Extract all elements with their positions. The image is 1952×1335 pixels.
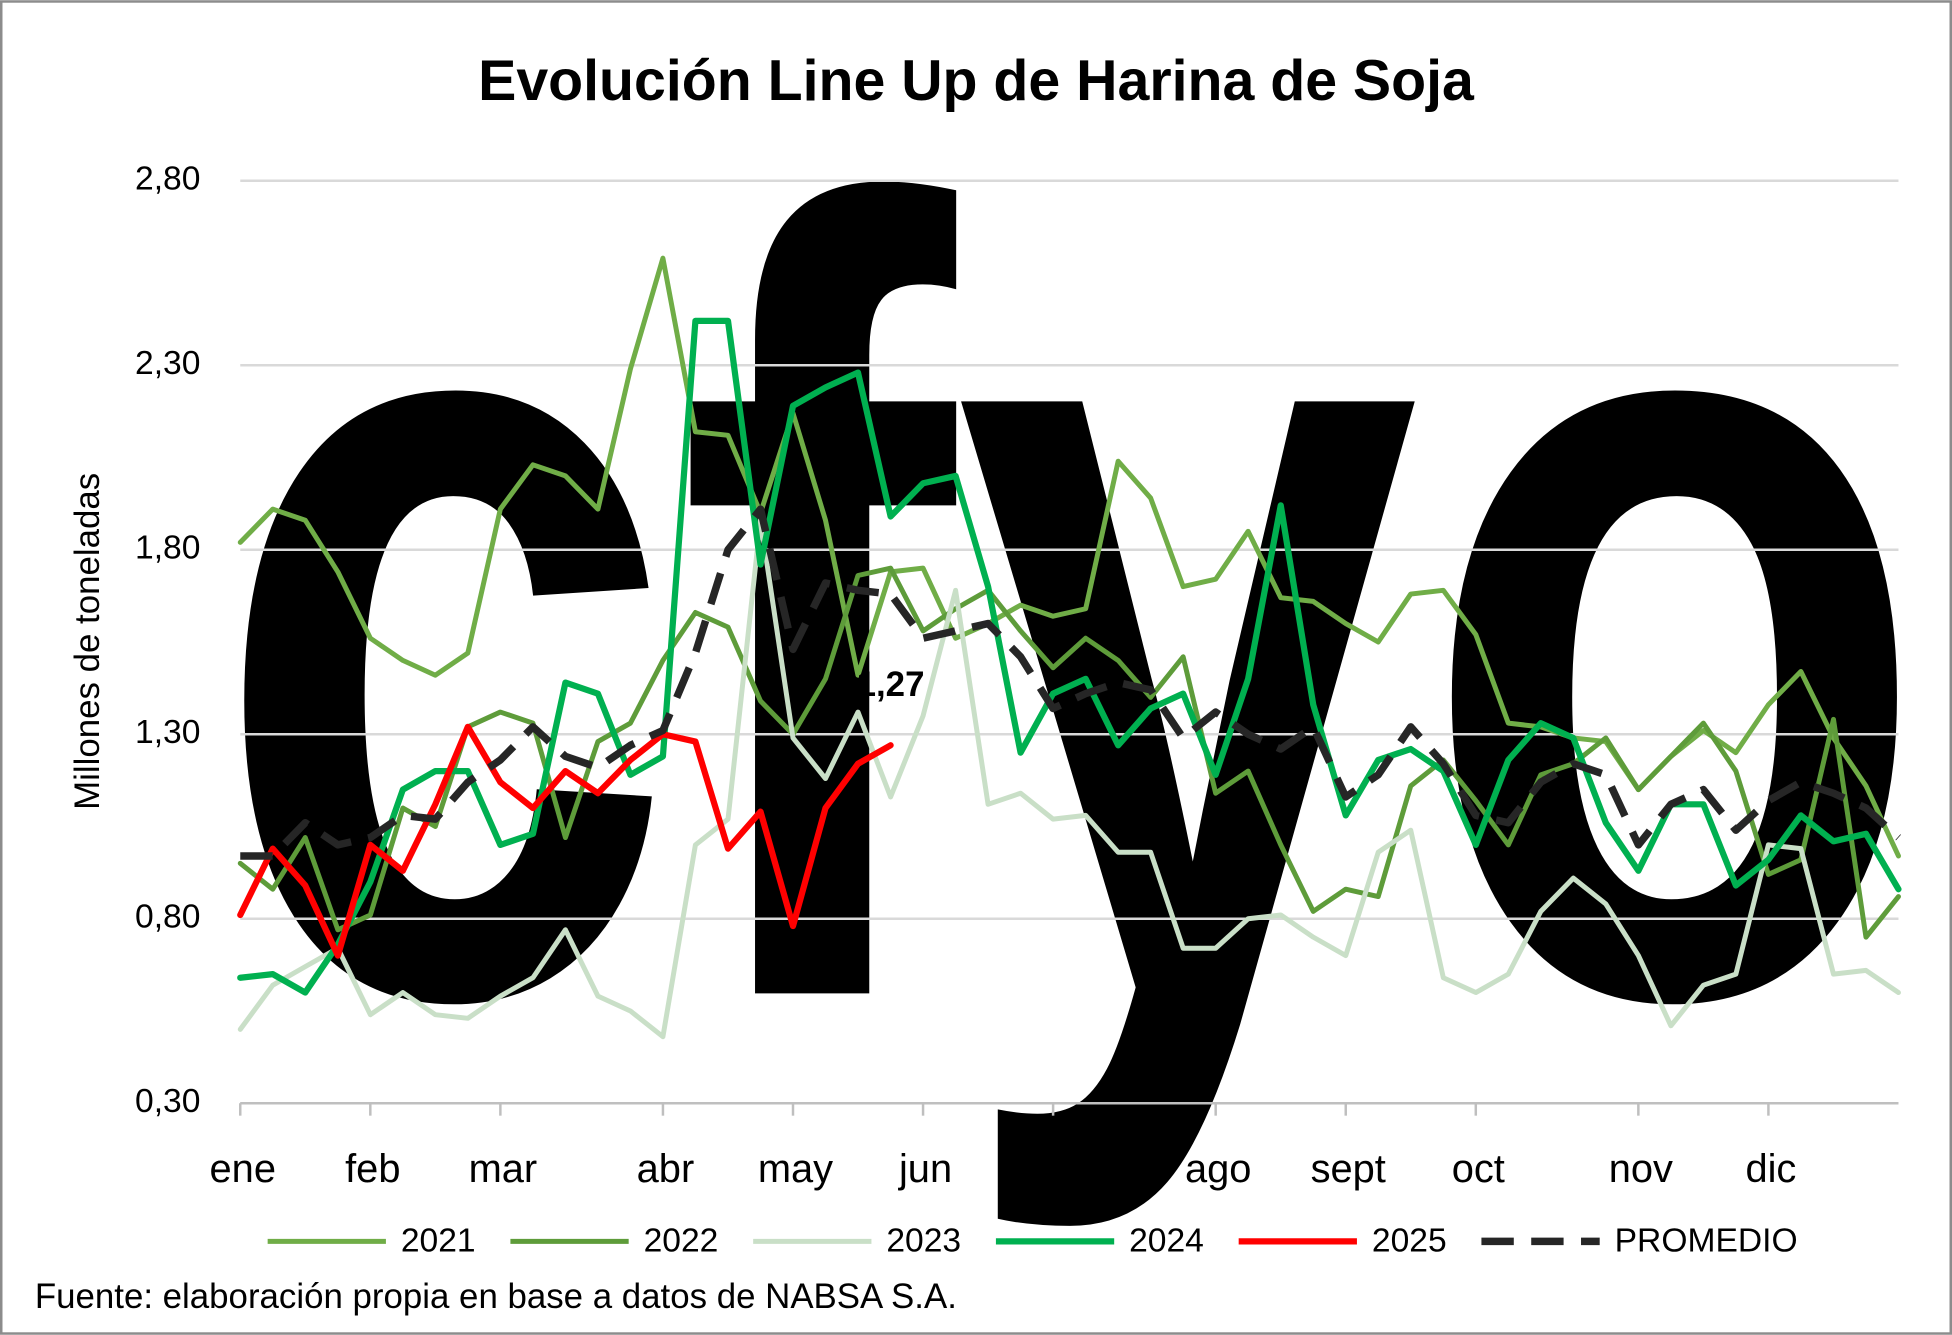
legend-label: 2022 bbox=[644, 1223, 719, 1260]
legend-label: 2021 bbox=[401, 1223, 476, 1260]
legend-label: 2024 bbox=[1129, 1223, 1204, 1260]
x-tick-label: ene bbox=[210, 1147, 276, 1191]
series-line bbox=[237, 565, 1901, 940]
x-tick-label: ago bbox=[1185, 1147, 1251, 1191]
y-tick-label: 0,30 bbox=[135, 1083, 200, 1120]
watermark-layer: cfyo bbox=[212, 0, 1930, 1238]
series-line bbox=[237, 317, 1902, 996]
lines-layer: 1,27 bbox=[237, 255, 1902, 1040]
x-tick-label: sept bbox=[1311, 1147, 1386, 1191]
x-tick-label: feb bbox=[345, 1147, 400, 1191]
data-label: 1,27 bbox=[857, 665, 925, 704]
x-tick-label: abr bbox=[637, 1147, 695, 1191]
watermark: cfyo bbox=[212, 0, 1930, 1238]
y-tick-label: 1,30 bbox=[135, 714, 200, 751]
chart-title: Evolución Line Up de Harina de Soja bbox=[478, 49, 1475, 113]
legend-label: 2023 bbox=[886, 1223, 961, 1260]
x-tick-label: nov bbox=[1609, 1147, 1673, 1191]
grid-layer: 0,30 0,80 1,30 1,80 2,30 2,80 ene feb mar abr may j… bbox=[135, 161, 1899, 1191]
legend-label: PROMEDIO bbox=[1615, 1223, 1798, 1260]
y-tick-label: 2,80 bbox=[135, 161, 200, 198]
x-tick-label: may bbox=[758, 1147, 833, 1191]
y-axis-label: Millones de toneladas bbox=[68, 473, 107, 810]
x-tick-label: jun bbox=[898, 1147, 952, 1191]
series-line bbox=[237, 723, 894, 959]
x-tick-label: jul bbox=[1035, 1147, 1076, 1191]
y-tick-label: 2,30 bbox=[135, 345, 200, 382]
y-tick-label: 1,80 bbox=[135, 530, 200, 567]
y-tick-label: 0,80 bbox=[135, 899, 200, 936]
legend-label: 2025 bbox=[1372, 1223, 1447, 1260]
source-note: Fuente: elaboración propia en base a dat… bbox=[35, 1277, 957, 1316]
series-line bbox=[237, 517, 1901, 1040]
x-tick-label: oct bbox=[1452, 1147, 1505, 1191]
series-line bbox=[240, 505, 1901, 860]
x-tick-label: mar bbox=[469, 1147, 538, 1191]
x-tick-label: dic bbox=[1745, 1147, 1796, 1191]
